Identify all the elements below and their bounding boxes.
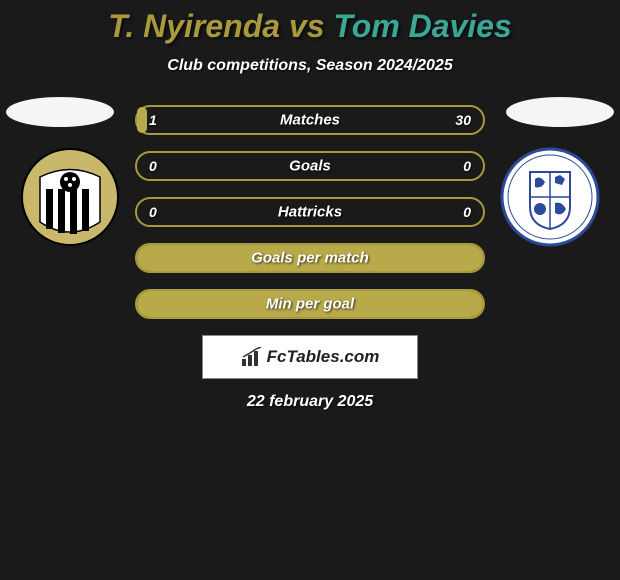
club1-badge	[20, 147, 120, 247]
brand-chart-icon	[241, 347, 263, 367]
stat-label: Matches	[137, 112, 483, 129]
player1-avatar-placeholder	[6, 97, 114, 127]
stat-row: Min per goal	[135, 289, 485, 319]
player2-name: Tom Davies	[333, 8, 511, 44]
stat-label: Goals per match	[137, 250, 483, 267]
stat-row: Matches1 30	[135, 105, 485, 135]
club1-badge-svg	[20, 147, 120, 247]
stat-value-right: 30	[455, 112, 471, 128]
club2-badge-svg	[500, 147, 600, 247]
stat-value-right: 0	[463, 204, 471, 220]
brand-box[interactable]: FcTables.com	[202, 335, 418, 379]
stat-label: Hattricks	[137, 204, 483, 221]
vs-text: vs	[280, 8, 333, 44]
subtitle: Club competitions, Season 2024/2025	[0, 57, 620, 75]
brand-text: FcTables.com	[267, 347, 380, 367]
stat-value-left: 1	[149, 112, 157, 128]
comparison-card: T. Nyirenda vs Tom Davies Club competiti…	[0, 0, 620, 411]
date: 22 february 2025	[0, 393, 620, 411]
stat-row: Goals per match	[135, 243, 485, 273]
stat-value-left: 0	[149, 204, 157, 220]
main-area: Matches130Goals00Hattricks00Goals per ma…	[0, 105, 620, 319]
stat-row: Goals0 0	[135, 151, 485, 181]
stat-row: Hattricks0 0	[135, 197, 485, 227]
stats-list: Matches130Goals00Hattricks00Goals per ma…	[135, 105, 485, 319]
stat-label: Min per goal	[137, 296, 483, 313]
stat-value-left: 0	[149, 158, 157, 174]
player1-name: T. Nyirenda	[108, 8, 280, 44]
page-title: T. Nyirenda vs Tom Davies	[0, 8, 620, 45]
stat-label: Goals	[137, 158, 483, 175]
player2-avatar-placeholder	[506, 97, 614, 127]
club2-badge	[500, 147, 600, 247]
stat-value-right: 0	[463, 158, 471, 174]
